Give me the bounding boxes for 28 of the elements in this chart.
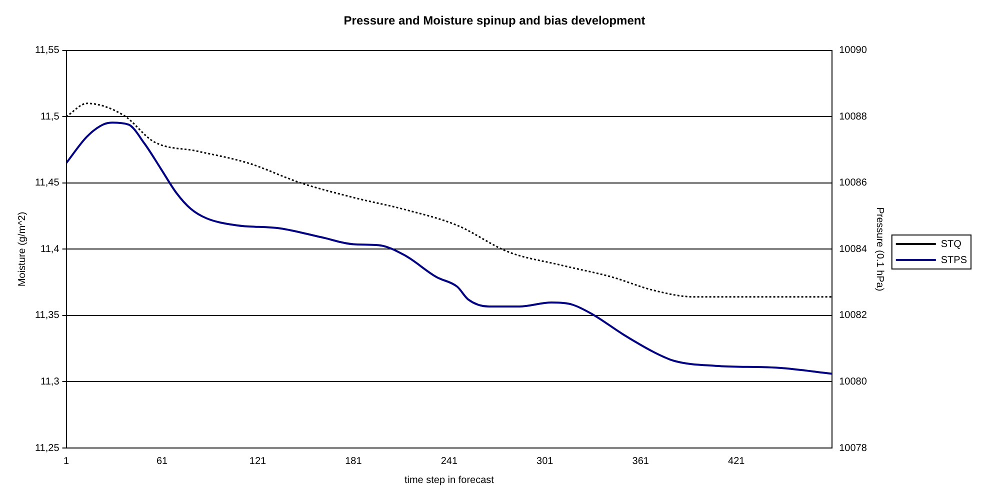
x-tick-label: 121 bbox=[249, 456, 267, 467]
x-tick-label: 61 bbox=[156, 456, 168, 467]
y-tick-label: 11,3 bbox=[40, 376, 60, 388]
x-tick-label: 181 bbox=[345, 456, 362, 467]
y2-tick-label: 10078 bbox=[839, 442, 868, 454]
y2-axis-title: Pressure (0.1 hPa) bbox=[874, 207, 886, 292]
y2-tick-label: 10090 bbox=[839, 45, 868, 56]
y2-tick-label: 10088 bbox=[839, 111, 868, 122]
legend-label: STPS bbox=[940, 254, 968, 266]
y-tick-label: 11,5 bbox=[40, 111, 60, 122]
legend-label: STQ bbox=[940, 238, 962, 250]
x-tick-label: 361 bbox=[632, 456, 650, 467]
y-tick-label: 11,25 bbox=[34, 442, 60, 454]
y2-tick-label: 10080 bbox=[839, 376, 868, 388]
y-axis-title: Moisture (g/m^2) bbox=[16, 212, 28, 287]
y2-tick-label: 10082 bbox=[839, 310, 868, 322]
y-tick-label: 11,4 bbox=[40, 244, 60, 255]
x-tick-label: 301 bbox=[536, 456, 554, 467]
y-tick-label: 11,45 bbox=[34, 178, 60, 189]
chart-title: Pressure and Moisture spinup and bias development bbox=[344, 14, 646, 28]
x-axis-title: time step in forecast bbox=[404, 474, 494, 486]
y-tick-label: 11,55 bbox=[34, 45, 60, 56]
y-tick-label: 11,35 bbox=[34, 310, 60, 322]
y2-tick-label: 10086 bbox=[839, 178, 868, 189]
y2-tick-label: 10084 bbox=[839, 244, 868, 255]
x-tick-label: 241 bbox=[440, 456, 458, 467]
x-tick-label: 1 bbox=[64, 456, 70, 467]
x-tick-label: 421 bbox=[728, 456, 746, 467]
